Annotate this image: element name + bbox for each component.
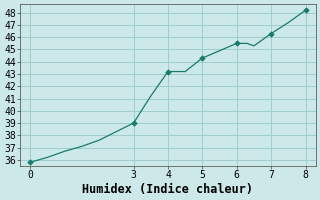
X-axis label: Humidex (Indice chaleur): Humidex (Indice chaleur) <box>83 183 253 196</box>
